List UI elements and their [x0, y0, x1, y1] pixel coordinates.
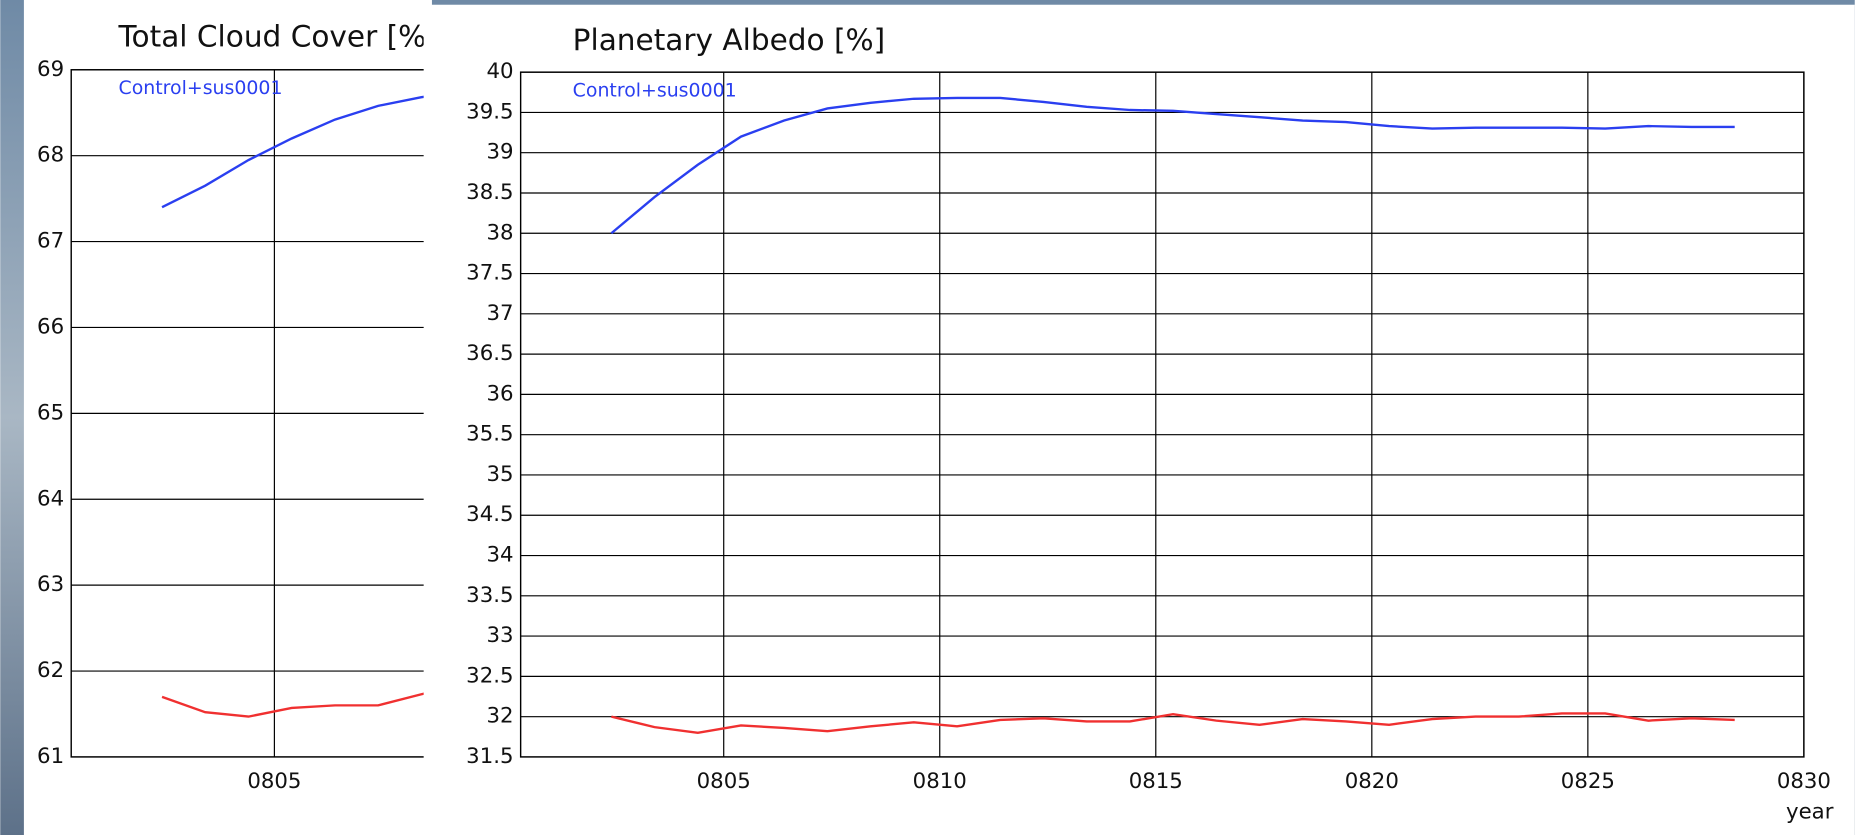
data-line [161, 92, 448, 209]
y-tick-label: 36.5 [466, 341, 513, 366]
y-tick-label: 39 [486, 140, 513, 165]
y-tick-label: 38.5 [466, 180, 513, 205]
data-line [161, 686, 448, 718]
albedo-chart: Planetary Albedo [%] 31.5 32 32.5 33 33.5 34 34… [466, 23, 1834, 825]
right-panel [423, 4, 1855, 835]
x-tick-label: 0815 [1129, 769, 1183, 794]
y-tick-label: 65 [37, 400, 64, 425]
x-tick-label: 0810 [913, 769, 967, 794]
y-tick-label: 62 [37, 658, 64, 683]
x-tick-label: 0805 [247, 769, 301, 794]
legend-entry: Control+sus0001 [119, 77, 283, 99]
y-tick-label: 31.5 [466, 744, 513, 769]
y-tick-label: 64 [37, 486, 64, 511]
y-tick-label: 32 [486, 704, 513, 729]
x-tick-label: 0830 [1777, 769, 1831, 794]
y-tick-label: 68 [37, 143, 64, 168]
left-panel [23, 0, 432, 835]
plot-frame [519, 71, 1805, 758]
y-tick-label: 33 [486, 623, 513, 648]
x-tick-label: 0805 [697, 769, 751, 794]
y-tick-label: 34.5 [466, 502, 513, 527]
y-tick-label: 37 [486, 301, 513, 326]
x-tick-label: 0825 [1561, 769, 1615, 794]
data-line [610, 96, 1735, 235]
y-tick-label: 36 [486, 381, 513, 406]
x-tick-label: 0820 [1345, 769, 1399, 794]
plot-area [161, 92, 448, 718]
y-tick-label: 39.5 [466, 99, 513, 124]
y-tick-label: 40 [486, 59, 513, 84]
chart-title: Total Cloud Cover [%] [118, 19, 438, 53]
plot-area [610, 96, 1735, 735]
x-axis-label: year [1786, 800, 1834, 825]
y-tick-label: 34 [486, 543, 513, 568]
y-tick-label: 67 [37, 229, 64, 254]
y-tick-label: 37.5 [466, 261, 513, 286]
y-tick-label: 63 [37, 572, 64, 597]
y-tick-label: 69 [37, 57, 64, 82]
chart-title: Planetary Albedo [%] [573, 23, 885, 57]
legend-entry: Control+sus0001 [573, 80, 737, 102]
cloud-chart: Total Cloud Cover [%] 61 62 63 64 65 66 67 68 69 0… [37, 19, 449, 794]
y-tick-label: 35 [486, 462, 513, 487]
y-tick-label: 61 [37, 744, 64, 769]
y-tick-label: 33.5 [466, 583, 513, 608]
y-tick-label: 66 [37, 314, 64, 339]
y-tick-label: 32.5 [466, 663, 513, 688]
y-tick-label: 35.5 [466, 422, 513, 447]
data-line [611, 712, 1735, 735]
y-tick-label: 38 [486, 220, 513, 245]
